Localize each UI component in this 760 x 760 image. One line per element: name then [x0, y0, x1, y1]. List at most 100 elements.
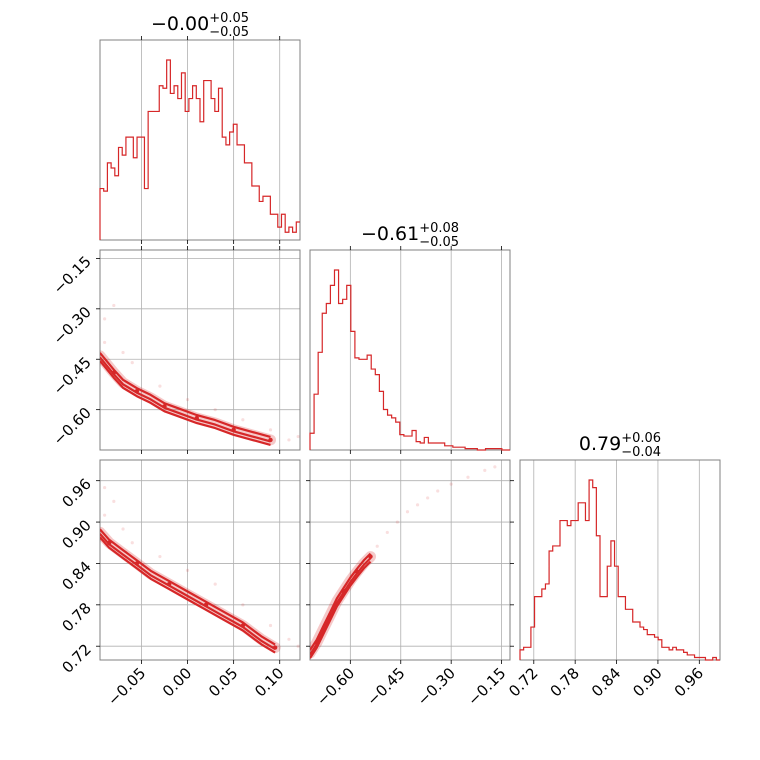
contour-blob: [203, 602, 209, 608]
panel-2-0: [96, 459, 301, 664]
contour-blob: [272, 645, 278, 650]
contour-blob: [134, 561, 140, 566]
sample-point: [268, 428, 273, 432]
histogram-2: [519, 479, 720, 661]
sample-point: [241, 603, 245, 607]
lower-error: −0.05: [209, 25, 249, 40]
sample-point: [483, 468, 487, 472]
contour-blob: [240, 623, 246, 628]
x-tick-label: 0.84: [588, 664, 624, 700]
contour-blob: [268, 437, 273, 443]
sample-point: [426, 496, 430, 500]
sample-point: [185, 568, 190, 572]
histogram-1: [309, 269, 510, 451]
panel-frame: [519, 459, 721, 661]
panel-frame: [309, 459, 511, 661]
sample-point: [466, 475, 470, 479]
density-fill: [100, 526, 281, 654]
y-tick-label: 0.72: [58, 640, 94, 676]
contour-line: [100, 360, 271, 446]
sample-point: [449, 482, 453, 486]
sample-point: [436, 489, 440, 493]
y-tick-label: 0.78: [58, 599, 94, 635]
panel-frame: [99, 459, 301, 661]
sample-point: [158, 554, 162, 559]
sample-point: [213, 408, 217, 412]
sample-point: [213, 582, 217, 586]
sample-point: [130, 541, 134, 545]
x-tick-label: 0.96: [671, 664, 707, 700]
contour-line: [310, 560, 372, 659]
median-value: 0.79: [579, 433, 621, 455]
sample-point: [158, 384, 162, 388]
panel-2-1: [306, 459, 514, 664]
x-tick-label: −0.60: [313, 664, 358, 709]
sample-point: [112, 499, 116, 503]
sample-point: [287, 637, 291, 641]
sample-point: [415, 503, 420, 507]
sample-point: [121, 350, 125, 355]
y-tick-label: −0.45: [50, 353, 95, 398]
sample-point: [405, 510, 410, 514]
contour-blob: [107, 540, 112, 545]
sample-point: [130, 361, 134, 365]
sample-point: [385, 530, 389, 535]
panel-title: −0.00+0.05 −0.05: [151, 11, 249, 40]
lower-error: −0.04: [621, 445, 661, 460]
contour-line: [310, 552, 372, 651]
y-tick-label: 0.96: [58, 475, 94, 511]
contour-blob: [314, 640, 319, 645]
contour-blob: [341, 588, 346, 594]
sample-point: [103, 485, 107, 490]
contour-blob: [231, 427, 236, 433]
sample-point: [296, 644, 300, 648]
y-tick-label: 0.84: [58, 558, 94, 594]
sample-point: [103, 317, 107, 321]
contour-blob: [368, 554, 373, 559]
contour-line: [100, 356, 271, 443]
panel-title: −0.61+0.08 −0.05: [361, 221, 459, 250]
sample-point: [395, 520, 399, 524]
x-tick-label: 0.05: [205, 664, 241, 700]
x-tick-label: 0.78: [547, 664, 583, 700]
x-tick-label: 0.00: [159, 664, 195, 700]
contour-line: [100, 536, 276, 654]
panel-title: 0.79+0.06 −0.04: [579, 431, 661, 460]
y-tick-label: −0.60: [50, 404, 95, 449]
panel-frame: [309, 249, 511, 451]
x-tick-label: −0.15: [464, 664, 509, 709]
sample-point: [268, 623, 273, 628]
x-tick-label: 0.90: [629, 664, 665, 700]
contour-blob: [327, 612, 333, 618]
sample-point: [241, 418, 245, 422]
sample-point: [112, 303, 116, 308]
x-tick-label: −0.45: [363, 664, 408, 709]
contour-blob: [111, 370, 117, 375]
sample-point: [493, 465, 497, 469]
median-value: −0.61: [361, 223, 419, 245]
contour-line: [310, 557, 372, 656]
panel-0-0: [99, 36, 301, 244]
sample-point: [287, 438, 291, 442]
panel-1-0: [96, 246, 301, 454]
y-tick-label: −0.30: [50, 303, 95, 348]
density: [310, 465, 497, 659]
contour-line: [100, 528, 276, 646]
x-tick-label: −0.30: [414, 664, 459, 709]
panel-frame: [99, 249, 301, 451]
x-tick-label: 0.10: [251, 664, 287, 700]
density: [100, 485, 300, 654]
sample-point: [103, 340, 107, 345]
contour-blob: [354, 569, 360, 574]
density: [100, 303, 300, 446]
sample-point: [121, 527, 125, 531]
lower-error: −0.05: [419, 235, 459, 250]
sample-point: [103, 513, 107, 517]
contour-blob: [194, 415, 199, 421]
sample-point: [375, 544, 379, 548]
density-fill: [100, 350, 276, 446]
panel-frame: [99, 39, 301, 241]
contour-blob: [166, 581, 172, 587]
y-tick-label: 0.90: [58, 516, 94, 552]
